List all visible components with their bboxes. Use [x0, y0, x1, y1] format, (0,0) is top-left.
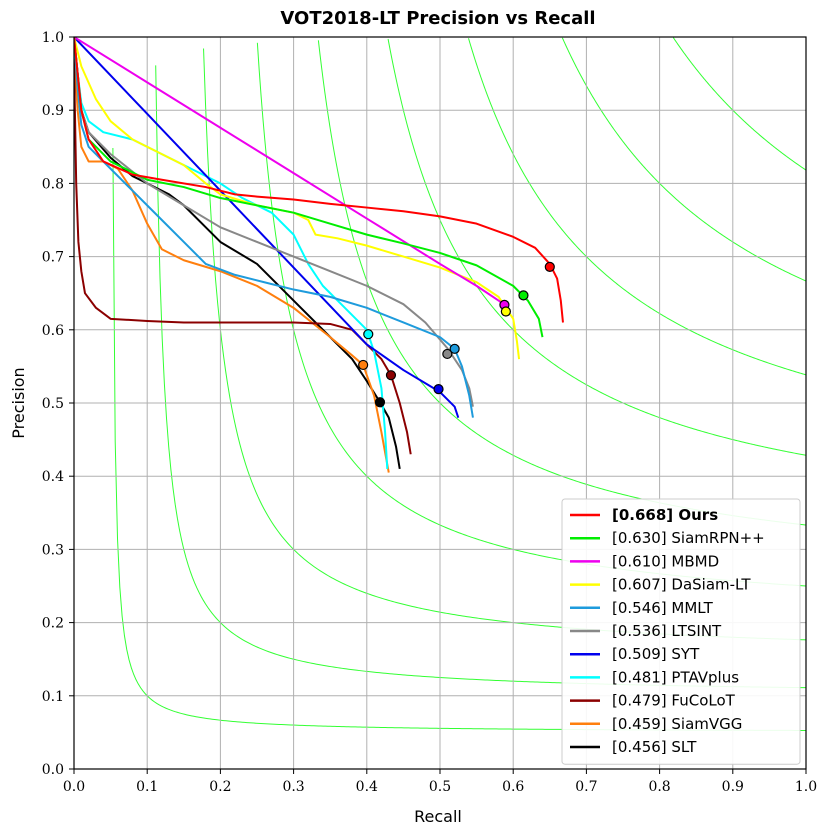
- series-line-syt: [74, 37, 460, 418]
- series-line-slt: [74, 37, 401, 470]
- y-tick-label: 0.0: [42, 762, 64, 778]
- marker-siamrpn-: [518, 290, 529, 301]
- series-line-mmlt: [74, 37, 474, 418]
- marker-mmlt: [449, 343, 460, 354]
- y-tick-label: 0.7: [42, 250, 64, 266]
- x-tick-label: 0.3: [282, 779, 304, 795]
- legend-entry: [0.456] SLT: [612, 738, 697, 756]
- series-line-dasiam-lt: [74, 37, 521, 360]
- legend-entry: [0.536] LTSINT: [612, 622, 722, 640]
- legend-entry: [0.607] DaSiam-LT: [612, 576, 751, 594]
- marker-slt: [374, 397, 386, 408]
- y-tick-label: 0.3: [42, 542, 64, 558]
- axis-ticks: 0.0 0.1 0.2 0.3 0.4 0.5 0.6 0.7 0.8 0.9 1.0 0.0 0.1 0…: [42, 30, 817, 795]
- series-markers: [358, 261, 555, 408]
- marker-fucolot: [385, 370, 397, 381]
- iso-f-curve: [561, 37, 806, 282]
- legend-entry: [0.479] FuCoLoT: [612, 692, 736, 710]
- legend-entry: [0.546] MMLT: [612, 599, 714, 617]
- legend-entry: [0.509] SYT: [612, 645, 700, 663]
- series-line-siamvgg: [74, 51, 390, 473]
- marker-syt: [433, 383, 444, 395]
- legend: [0.668] Ours [0.630] SiamRPN++ [0.610] MBM…: [561, 498, 801, 765]
- x-tick-label: 0.6: [502, 779, 524, 795]
- x-tick-label: 0.4: [356, 779, 378, 795]
- iso-f-curve: [672, 37, 806, 171]
- y-tick-label: 0.9: [42, 103, 64, 119]
- x-axis-label: Recall: [414, 807, 462, 826]
- x-tick-label: 0.7: [575, 779, 597, 795]
- x-tick-label: 0.5: [429, 779, 451, 795]
- x-tick-label: 0.0: [63, 779, 85, 795]
- legend-entry: [0.481] PTAVplus: [612, 668, 739, 686]
- legend-entry: [0.630] SiamRPN++: [612, 529, 765, 547]
- y-tick-label: 0.8: [42, 176, 64, 192]
- x-tick-label: 0.2: [209, 779, 231, 795]
- marker-ltsint: [442, 348, 453, 360]
- x-tick-label: 0.1: [136, 779, 158, 795]
- x-tick-label: 0.8: [648, 779, 670, 795]
- iso-f-curve: [468, 38, 806, 376]
- legend-entry: [0.610] MBMD: [612, 552, 719, 570]
- y-tick-label: 1.0: [42, 30, 64, 46]
- iso-f-curve: [387, 38, 806, 456]
- legend-entry: [0.668] Ours: [612, 506, 718, 524]
- marker-ours: [544, 261, 555, 272]
- marker-siamvgg: [358, 359, 369, 371]
- y-tick-label: 0.4: [42, 469, 64, 485]
- y-tick-label: 0.5: [42, 396, 64, 412]
- chart-title: VOT2018-LT Precision vs Recall: [280, 8, 595, 29]
- legend-box: [561, 498, 801, 765]
- y-tick-label: 0.1: [42, 689, 64, 705]
- legend-entry: [0.459] SiamVGG: [612, 715, 742, 733]
- y-tick-label: 0.6: [42, 323, 64, 339]
- y-tick-label: 0.2: [42, 616, 64, 632]
- marker-ptavplus: [363, 329, 374, 340]
- x-tick-label: 1.0: [795, 779, 817, 795]
- series-line-mbmd: [74, 37, 507, 308]
- series-line-ours: [74, 37, 564, 323]
- marker-dasiam-lt: [500, 306, 511, 317]
- x-tick-label: 0.9: [722, 779, 744, 795]
- y-axis-label: Precision: [9, 367, 28, 438]
